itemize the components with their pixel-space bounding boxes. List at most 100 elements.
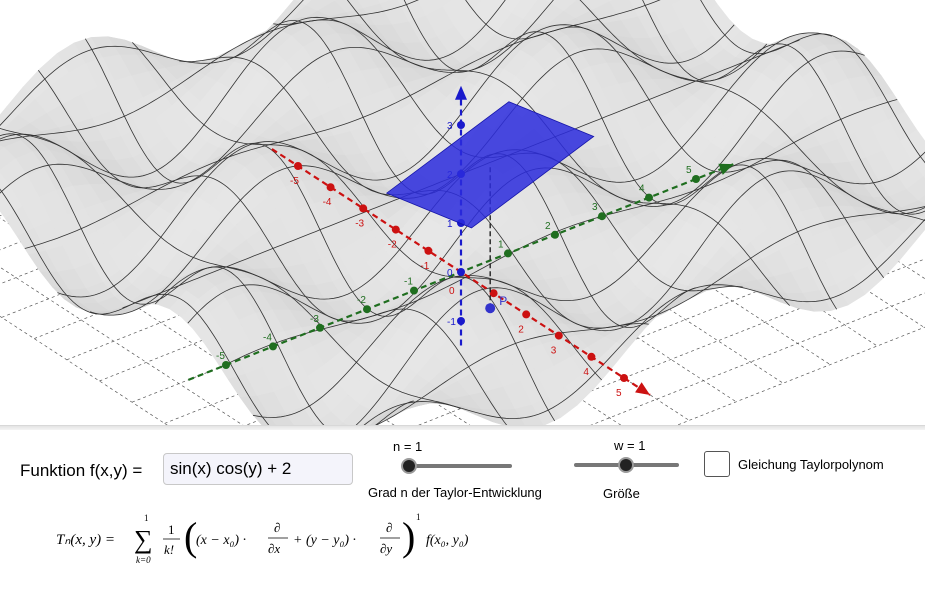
function-input[interactable] — [163, 453, 353, 485]
surface-patch — [917, 195, 925, 204]
grid-line — [676, 326, 925, 425]
z-tick-label: -1 — [447, 317, 456, 328]
y-tick-mark — [222, 361, 230, 369]
taylor-equation-checkbox[interactable] — [704, 451, 730, 477]
y-tick-mark — [551, 230, 559, 239]
formula-frac-den: k! — [164, 542, 174, 557]
formula-d-num-y: ∂ — [386, 520, 392, 535]
surface-patch — [669, 0, 683, 6]
surface-patch — [920, 212, 925, 219]
point-p-label: P — [499, 294, 507, 308]
y-tick-label: -3 — [310, 314, 319, 325]
surface-patch — [438, 0, 453, 8]
mesh-line — [642, 0, 925, 215]
x-tick-mark — [554, 331, 563, 340]
tangent-plane[interactable] — [385, 101, 595, 229]
function-label: Funktion f(x,y) = — [20, 461, 143, 480]
formula-paren-open: ( — [184, 514, 197, 559]
x-tick-mark — [587, 352, 596, 361]
x-tick-mark — [391, 225, 400, 234]
mesh-line — [375, 206, 925, 425]
mesh-line — [363, 218, 925, 425]
x-tick-label: -3 — [355, 218, 364, 229]
mesh-line — [700, 0, 925, 164]
formula-sum-bottom: k=0 — [136, 555, 151, 565]
y-tick-mark — [598, 212, 606, 221]
formula-sum-sign: ∑ — [134, 525, 153, 554]
x-tick-mark — [522, 310, 531, 319]
z-tick-label: 1 — [447, 219, 453, 230]
mesh-line — [220, 99, 898, 368]
x-tick-label: -2 — [388, 240, 397, 251]
z-tick-label: 3 — [447, 121, 453, 132]
x-tick-label: 4 — [583, 367, 589, 378]
x-axis-arrow — [635, 382, 651, 395]
y-tick-mark — [410, 286, 418, 295]
y-tick-label: 4 — [639, 184, 645, 195]
y-tick-label: 3 — [592, 202, 598, 213]
z-tick-mark — [457, 268, 465, 276]
y-tick-label: 2 — [545, 221, 551, 232]
x-tick-mark — [489, 289, 498, 298]
y-tick-mark — [504, 249, 512, 258]
x-tick-label: -1 — [420, 261, 429, 272]
surface-patch — [361, 420, 375, 425]
x-tick-label: -5 — [290, 176, 299, 187]
formula-lhs: Tₙ(x, y) = — [56, 532, 115, 548]
slider-w-value: w = 1 — [614, 438, 646, 453]
z-axis-arrow — [455, 85, 467, 100]
formula-d-den-y: ∂y — [380, 541, 392, 556]
x-tick-mark — [620, 374, 628, 382]
surface-patch — [268, 413, 294, 425]
taylor-equation-label: Gleichung Taylorpolynom — [738, 457, 884, 472]
formula-d-den-x: ∂x — [268, 541, 280, 556]
y-tick-mark — [363, 305, 371, 314]
mesh-line — [465, 0, 885, 278]
point-p[interactable] — [485, 303, 496, 314]
y-tick-label: -4 — [263, 332, 272, 343]
x-tick-mark — [326, 183, 335, 192]
x-tick-mark — [424, 246, 433, 255]
y-tick-label: -2 — [357, 295, 366, 306]
x-tick-mark — [294, 162, 302, 170]
slider-w-knob[interactable] — [618, 457, 634, 473]
z-tick-mark — [457, 317, 465, 325]
slider-n-knob[interactable] — [401, 458, 417, 474]
origin-label: 0 — [449, 286, 455, 297]
y-tick-label: -1 — [404, 277, 413, 288]
formula-term1: (x − x₀) · — [196, 533, 246, 548]
z-tick-mark — [457, 121, 465, 129]
slider-n-caption: Grad n der Taylor-Entwicklung — [368, 485, 542, 500]
y-tick-mark — [692, 175, 700, 183]
x-tick-mark — [359, 204, 368, 213]
y-tick-label: 1 — [498, 239, 504, 250]
mesh-line — [403, 0, 838, 310]
surface-patch — [339, 422, 349, 425]
x-tick-label: 3 — [551, 346, 557, 357]
x-tick-label: -4 — [323, 197, 332, 208]
mesh-line — [252, 151, 925, 418]
x-tick-label: 5 — [616, 388, 622, 399]
formula-sum-top: 1 — [144, 513, 149, 523]
surface-patch — [311, 423, 316, 425]
view-divider — [0, 425, 925, 430]
x-tick-label: 2 — [518, 324, 524, 335]
mesh-line — [579, 0, 925, 221]
z-tick-label: 0 — [447, 268, 453, 279]
y-tick-mark — [269, 342, 277, 351]
taylor-formula: Tₙ(x, y) = 1 ∑ k=0 1 k! ( (x − x₀) · ∂ ∂… — [56, 512, 469, 565]
formula-paren-close: ) — [402, 514, 415, 559]
y-axis-arrow — [718, 163, 734, 175]
y-tick-mark — [645, 193, 653, 202]
formula-tail: f(x₀, y₀) — [426, 533, 469, 548]
y-tick-mark — [316, 323, 324, 332]
y-tick-label: -5 — [216, 351, 225, 362]
formula-frac-num: 1 — [168, 522, 175, 537]
slider-n-value: n = 1 — [393, 439, 423, 454]
formula-plus: + (y − y₀) · — [293, 533, 356, 548]
slider-w-caption: Größe — [603, 486, 640, 501]
formula-exponent: 1 — [416, 512, 421, 522]
slider-n-track[interactable] — [402, 464, 512, 468]
